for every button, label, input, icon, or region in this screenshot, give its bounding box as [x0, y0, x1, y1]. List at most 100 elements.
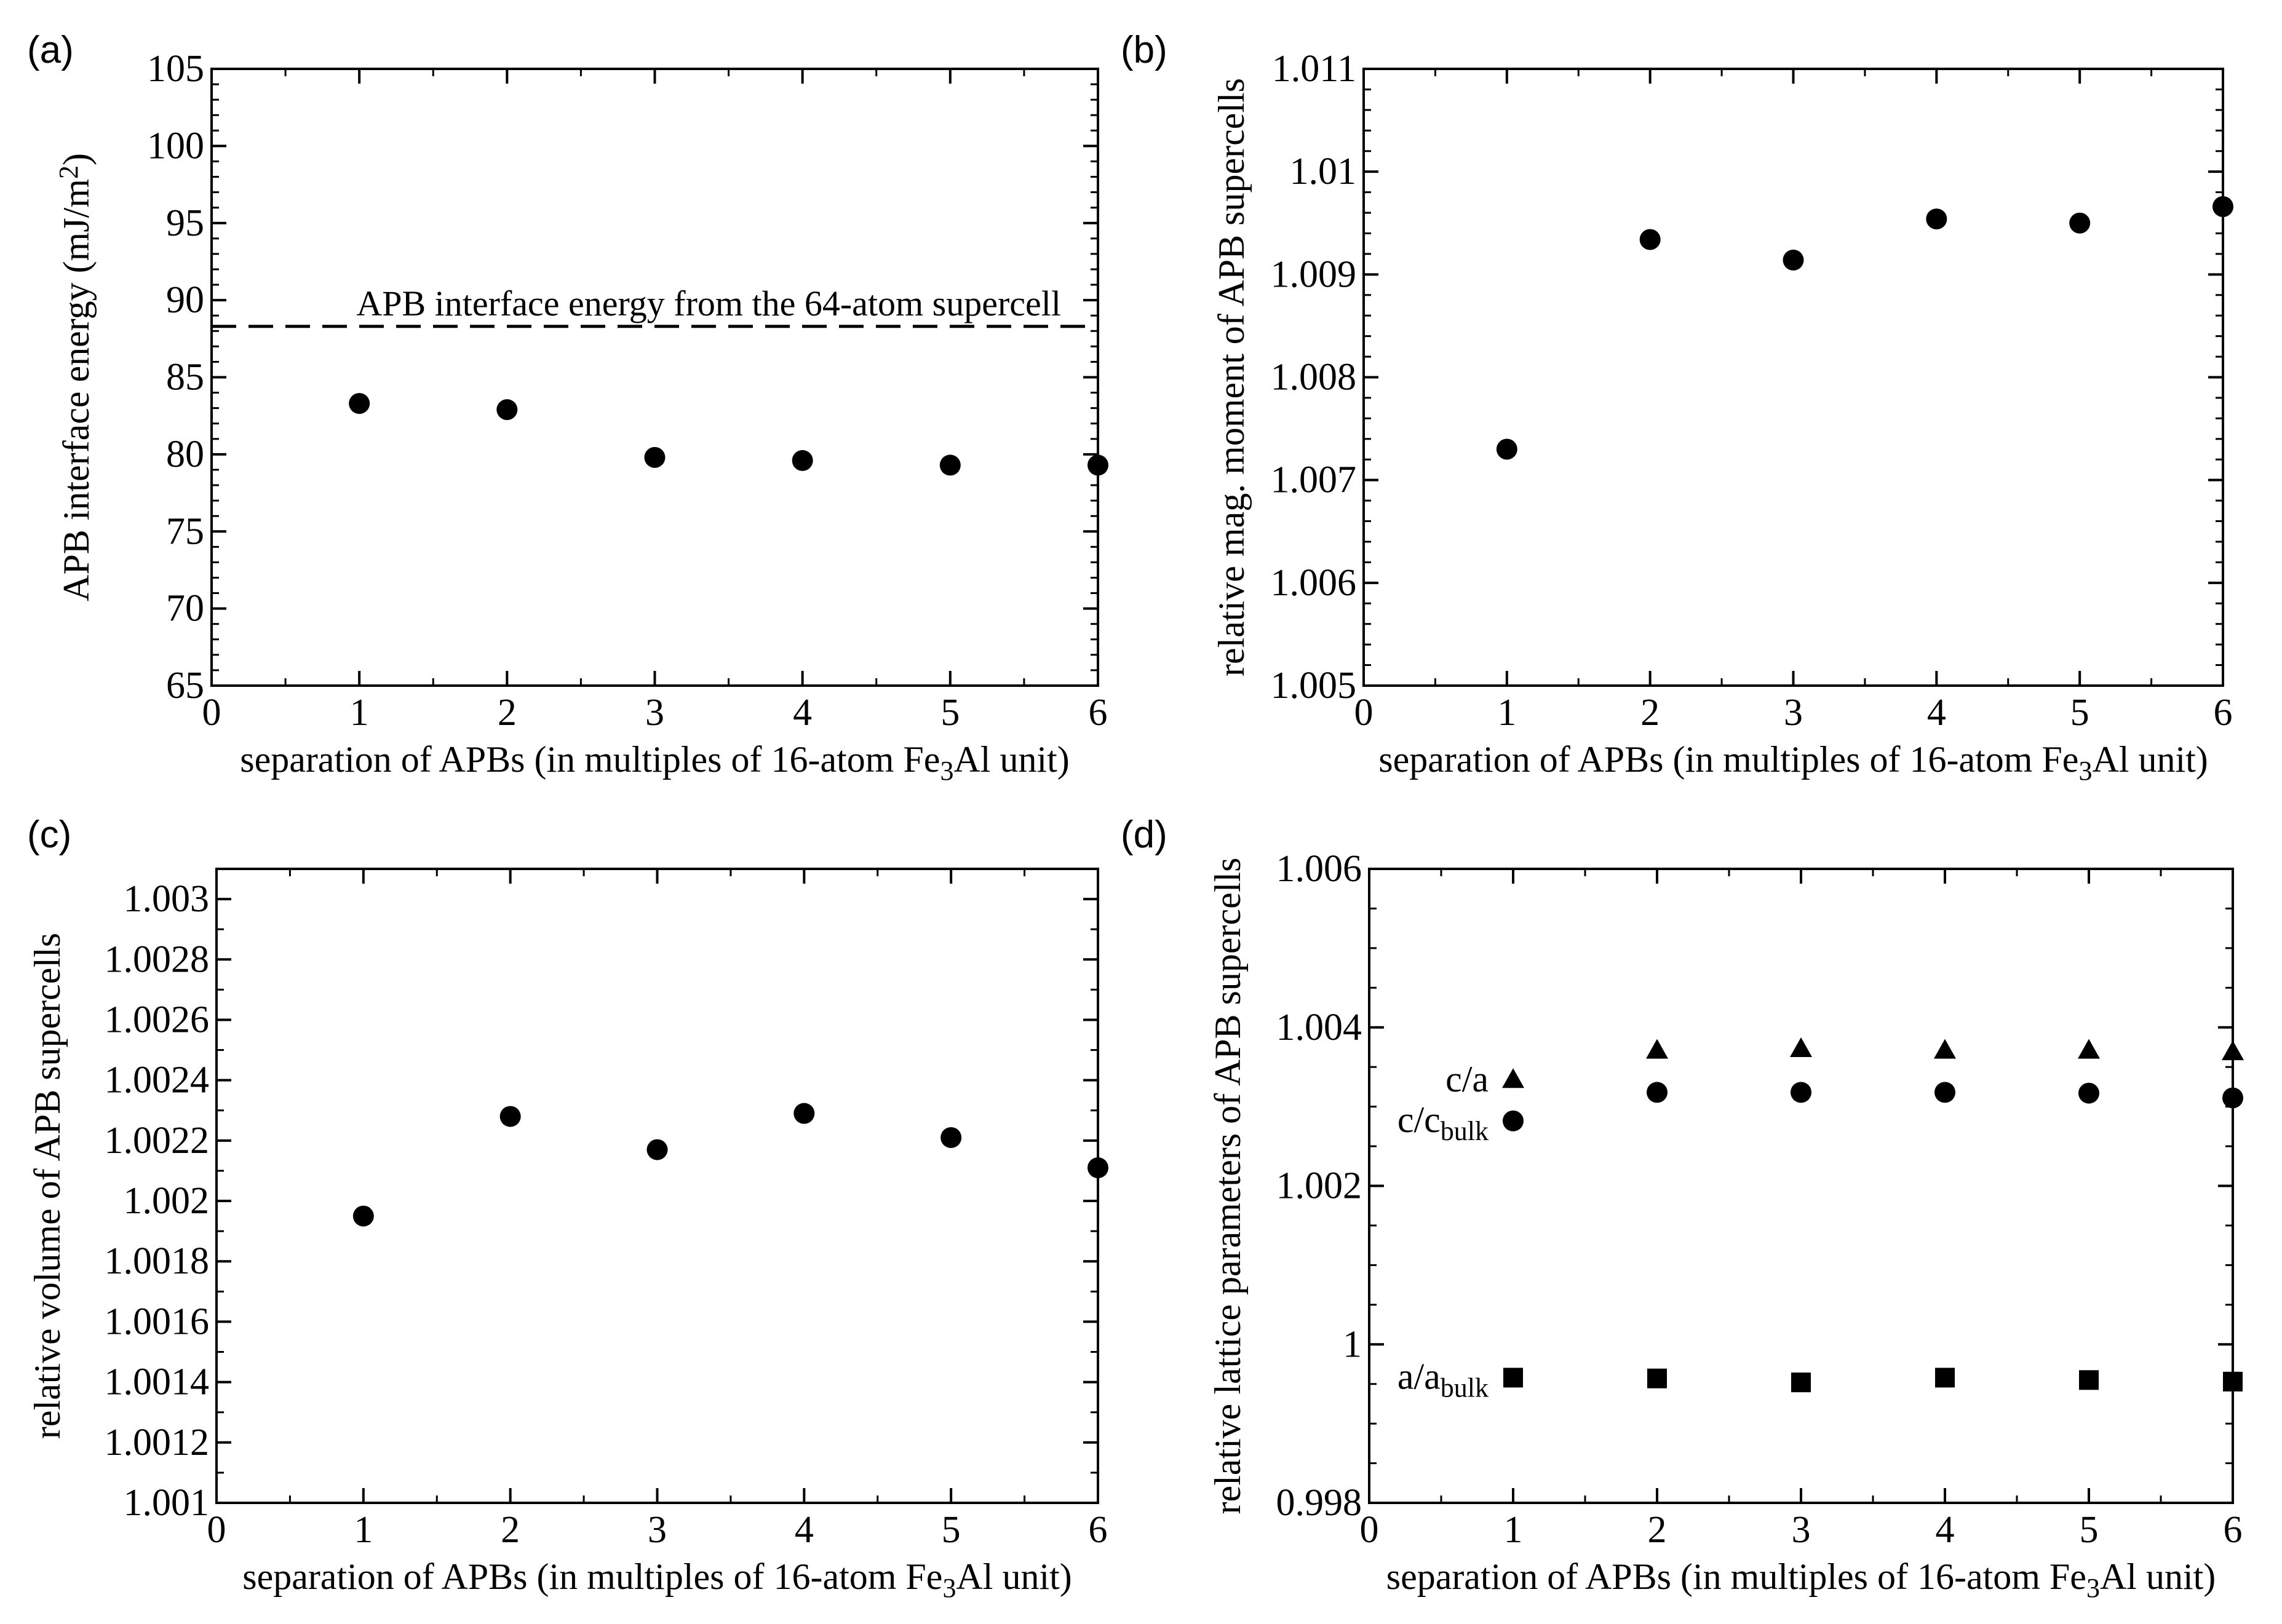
panel-letter: (c): [27, 814, 71, 856]
data-point-circle: [939, 454, 961, 476]
data-point-triangle: [2222, 1040, 2244, 1061]
label-text: separation of APBs (in multiples of 16-a…: [1378, 739, 2078, 780]
chart-panel-d: (d) 0.998 1 1.002 1.004 1.006 0 1 2 3 4 5 6 separatio…: [1121, 814, 2244, 1603]
data-point-square: [1791, 1372, 1811, 1393]
subscript-text: bulk: [1441, 1116, 1489, 1146]
panel-letter: (a): [27, 29, 74, 71]
label-text: Al unit): [956, 1556, 1071, 1597]
y-tick-label: 0.998: [1276, 1482, 1362, 1524]
y-tick-label: 105: [147, 48, 204, 90]
data-point-circle: [646, 1139, 668, 1160]
data-point-square: [1935, 1368, 1955, 1388]
data-point-circle: [1087, 454, 1108, 476]
y-tick-label: 1.0028: [105, 938, 210, 980]
y-axis-label: relative volume of APB supercells: [27, 933, 68, 1439]
label-text: relative lattice parameters of APB super…: [1207, 858, 1248, 1515]
data-point-circle: [349, 393, 370, 414]
data-point-circle: [2069, 212, 2091, 234]
subscript-text: 3: [942, 1573, 956, 1603]
data-point-circle: [496, 399, 518, 421]
y-axis-label: relative lattice parameters of APB super…: [1207, 858, 1248, 1515]
y-tick-label: 1.003: [124, 878, 210, 920]
plot-frame: [210, 68, 1099, 687]
data-series-0: [352, 1103, 1108, 1227]
label-text: APB interface energy (mJ/m: [56, 179, 97, 601]
x-tick-label: 5: [2080, 1509, 2099, 1551]
chart-panel-a: (a) 65 70 75 80 85 90 95 100 105 0 1 2 3 4 5 6 separation…: [27, 29, 1108, 786]
x-tick-label: 4: [793, 692, 812, 734]
y-tick-label: 95: [166, 202, 204, 244]
y-tick-label: 1.0018: [105, 1240, 210, 1282]
x-tick-label: 1: [1504, 1509, 1523, 1551]
data-point-circle: [499, 1106, 521, 1127]
y-tick-label: 70: [166, 588, 204, 630]
y-tick-label: 90: [166, 279, 204, 321]
data-point-circle: [1087, 1157, 1108, 1179]
x-tick-label: 1: [354, 1509, 373, 1551]
y-tick-label: 75: [166, 510, 204, 552]
data-point-circle: [1503, 1110, 1524, 1131]
x-tick-label: 4: [1936, 1509, 1955, 1551]
subscript-text: 3: [940, 756, 953, 786]
series-label: c/cbulk: [1397, 1099, 1489, 1146]
x-tick-label: 4: [1927, 692, 1946, 734]
data-series-2: a/abulk: [1397, 1356, 2243, 1403]
x-tick-label: 1: [350, 692, 369, 734]
label-text: separation of APBs (in multiples of 16-a…: [1386, 1556, 2086, 1597]
y-tick-label: 1.011: [1272, 48, 1356, 90]
data-series-0: [349, 393, 1108, 476]
data-point-circle: [1647, 1082, 1668, 1103]
data-point-circle: [1934, 1082, 1955, 1103]
y-tick-label: 1.0016: [105, 1301, 210, 1342]
data-point-circle: [940, 1127, 962, 1148]
data-point-circle: [2222, 1087, 2243, 1109]
y-tick-label: 1.006: [1276, 848, 1362, 890]
x-tick-label: 3: [1792, 1509, 1811, 1551]
x-tick-label: 3: [1784, 692, 1803, 734]
label-text: c/a: [1445, 1059, 1489, 1099]
data-point-square: [1503, 1368, 1523, 1388]
data-point-triangle: [2078, 1039, 2100, 1059]
subscript-text: 3: [2086, 1573, 2100, 1603]
series-label: a/abulk: [1397, 1356, 1489, 1403]
data-point-circle: [1783, 249, 1804, 271]
x-tick-label: 2: [1640, 692, 1660, 734]
x-axis-label: separation of APBs (in multiples of 16-a…: [1378, 739, 2208, 786]
y-tick-label: 1: [1343, 1323, 1362, 1365]
data-point-circle: [1791, 1082, 1811, 1103]
x-tick-label: 4: [795, 1509, 814, 1551]
y-tick-label: 1.001: [124, 1482, 210, 1524]
x-axis-label: separation of APBs (in multiples of 16-a…: [240, 739, 1070, 786]
label-text: relative volume of APB supercells: [27, 933, 68, 1439]
x-tick-label: 5: [940, 692, 960, 734]
y-tick-label: 1.006: [1271, 562, 1357, 604]
data-point-triangle: [1790, 1037, 1812, 1057]
x-tick-label: 0: [1360, 1509, 1379, 1551]
y-axis-label: APB interface energy (mJ/m2): [54, 153, 97, 601]
subscript-text: 3: [2078, 756, 2092, 786]
y-tick-label: 1.008: [1271, 357, 1357, 398]
y-tick-label: 1.005: [1271, 665, 1357, 707]
x-tick-label: 0: [1354, 692, 1374, 734]
x-tick-label: 6: [2214, 692, 2233, 734]
x-tick-label: 1: [1497, 692, 1516, 734]
panel-letter: (d): [1121, 814, 1167, 856]
reference-line-label: APB interface energy from the 64-atom su…: [356, 283, 1061, 323]
x-tick-label: 3: [648, 1509, 667, 1551]
data-point-square: [2223, 1371, 2243, 1392]
x-tick-label: 6: [1089, 1509, 1108, 1551]
data-point-circle: [1639, 229, 1661, 250]
y-tick-label: 1.0022: [105, 1120, 210, 1162]
y-tick-label: 80: [166, 434, 204, 475]
panel-letter: (b): [1121, 29, 1167, 71]
y-tick-label: 1.007: [1271, 459, 1357, 501]
plot-frame: [1368, 868, 2234, 1504]
label-text: separation of APBs (in multiples of 16-a…: [242, 1556, 942, 1597]
x-axis-label: separation of APBs (in multiples of 16-a…: [242, 1556, 1072, 1603]
y-tick-label: 1.0024: [105, 1060, 210, 1101]
data-point-circle: [1926, 208, 1947, 230]
data-point-circle: [792, 450, 813, 471]
x-tick-label: 6: [1089, 692, 1108, 734]
x-tick-label: 0: [207, 1509, 226, 1551]
